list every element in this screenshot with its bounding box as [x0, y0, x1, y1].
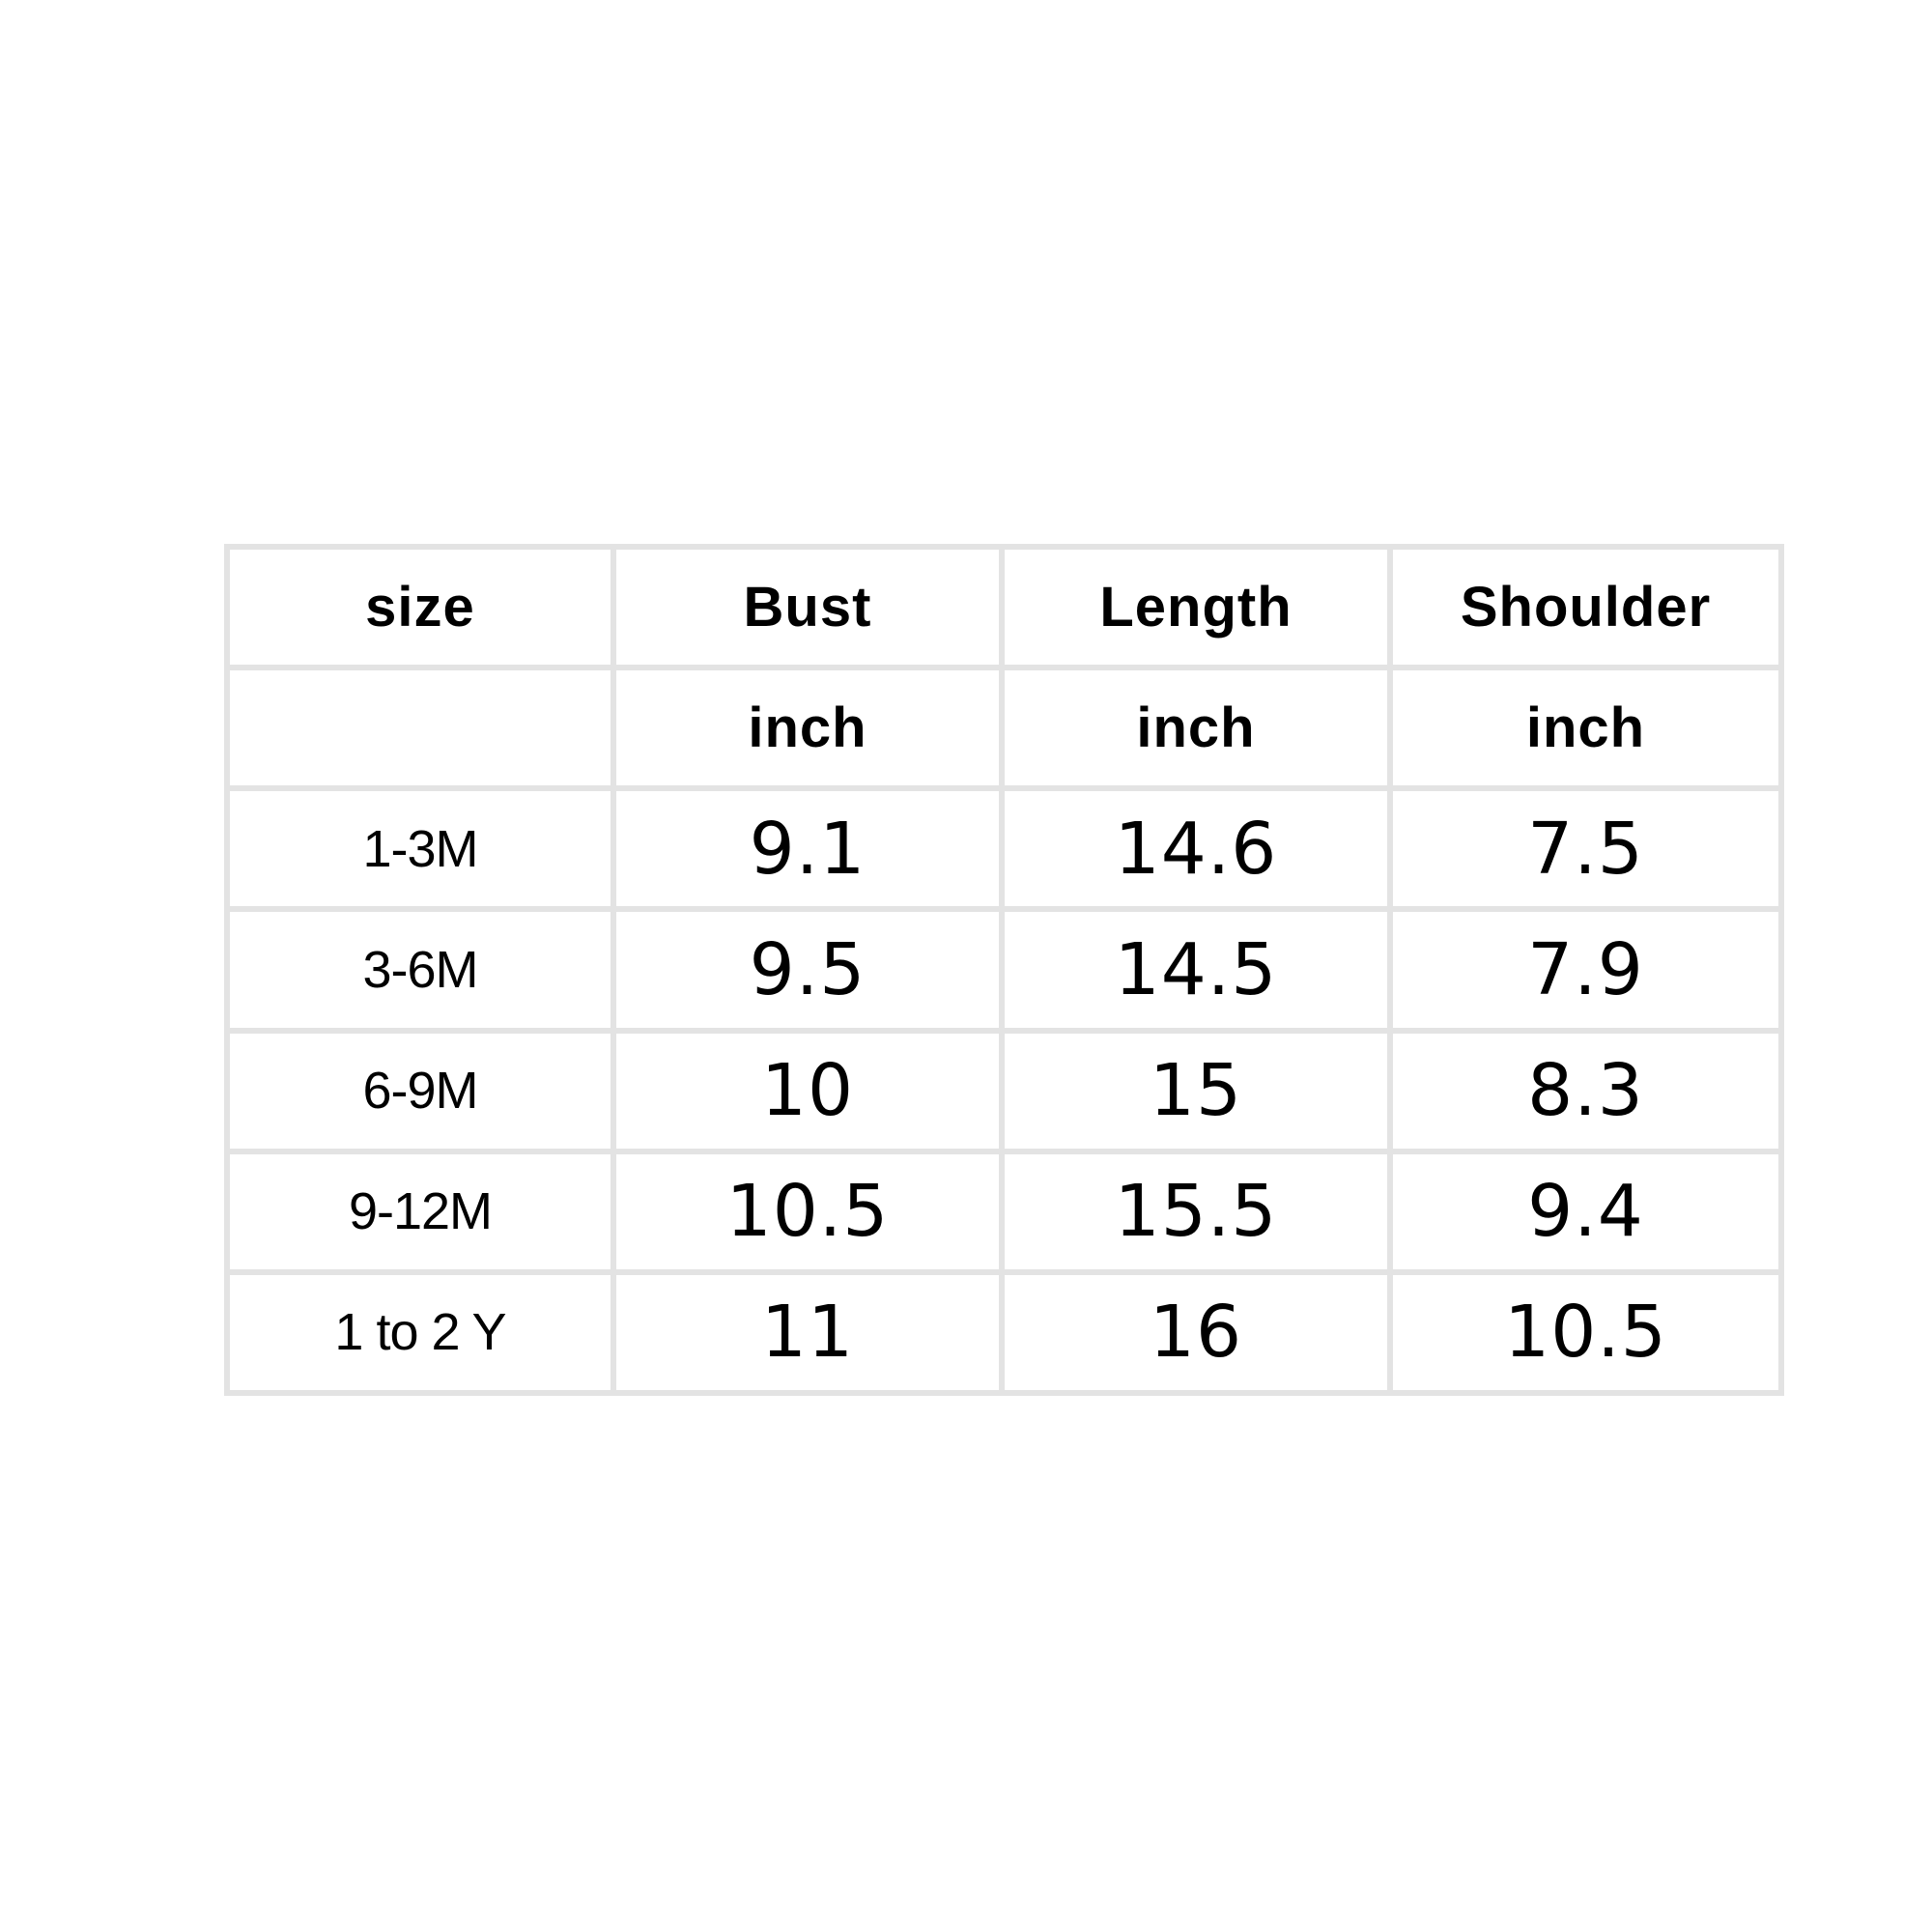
length-cell: 15	[999, 1027, 1393, 1154]
header-bust: Bust	[611, 543, 1005, 671]
unit-row: inch inch inch	[224, 665, 1784, 792]
shoulder-cell: 7.5	[1387, 785, 1784, 913]
table-row: 9-12M 10.5 15.5 9.4	[224, 1148, 1784, 1275]
table-row: 1 to 2 Y 11 16 10.5	[224, 1268, 1784, 1397]
header-length: Length	[999, 543, 1393, 671]
unit-bust: inch	[611, 665, 1005, 792]
bust-cell: 10.5	[611, 1148, 1005, 1275]
header-size: size	[224, 543, 616, 671]
shoulder-cell: 9.4	[1387, 1148, 1784, 1275]
size-cell: 3-6M	[224, 906, 616, 1034]
header-row: size Bust Length Shoulder	[224, 543, 1784, 671]
size-cell: 1-3M	[224, 785, 616, 913]
size-cell: 1 to 2 Y	[224, 1268, 616, 1397]
unit-size	[224, 665, 616, 792]
table-row: 6-9M 10 15 8.3	[224, 1027, 1784, 1154]
table-row: 3-6M 9.5 14.5 7.9	[224, 906, 1784, 1034]
length-cell: 15.5	[999, 1148, 1393, 1275]
length-cell: 16	[999, 1268, 1393, 1397]
size-cell: 9-12M	[224, 1148, 616, 1275]
size-cell: 6-9M	[224, 1027, 616, 1154]
header-shoulder: Shoulder	[1387, 543, 1784, 671]
bust-cell: 9.5	[611, 906, 1005, 1034]
length-cell: 14.5	[999, 906, 1393, 1034]
table-row: 1-3M 9.1 14.6 7.5	[224, 785, 1784, 913]
shoulder-cell: 7.9	[1387, 906, 1784, 1034]
unit-shoulder: inch	[1387, 665, 1784, 792]
shoulder-cell: 10.5	[1387, 1268, 1784, 1397]
bust-cell: 10	[611, 1027, 1005, 1154]
unit-length: inch	[999, 665, 1393, 792]
shoulder-cell: 8.3	[1387, 1027, 1784, 1154]
size-chart-table: size Bust Length Shoulder inch inch inch…	[224, 543, 1784, 1397]
bust-cell: 9.1	[611, 785, 1005, 913]
length-cell: 14.6	[999, 785, 1393, 913]
bust-cell: 11	[611, 1268, 1005, 1397]
